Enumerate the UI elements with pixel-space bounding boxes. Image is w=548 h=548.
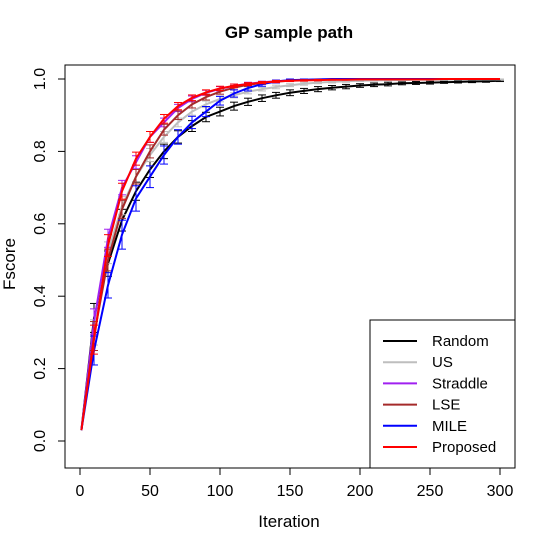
y-tick-label: 0.2: [32, 357, 49, 379]
legend-label-us: US: [432, 354, 453, 371]
legend: Random US Straddle LSE MILE Proposed: [369, 319, 516, 469]
y-tick-label: 0.4: [32, 285, 49, 307]
x-tick-label: 100: [207, 483, 234, 500]
x-tick-label: 150: [277, 483, 304, 500]
legend-label-random: Random: [432, 333, 489, 350]
y-tick-label: 0.6: [32, 213, 49, 235]
y-tick-label: 0.0: [32, 430, 49, 452]
legend-label-straddle: Straddle: [432, 375, 488, 392]
x-tick-label: 0: [76, 483, 85, 500]
legend-label-proposed: Proposed: [432, 439, 496, 456]
y-axis: 0.0 0.2 0.4 0.6 0.8 1.0: [32, 68, 65, 452]
x-axis-label: Iteration: [258, 512, 319, 531]
legend-label-mile: MILE: [432, 418, 467, 435]
series-proposed: [80, 78, 500, 431]
chart-title: GP sample path: [225, 23, 353, 42]
x-tick-label: 250: [417, 483, 444, 500]
x-tick-label: 200: [347, 483, 374, 500]
x-axis: 0 50 100 150 200 250 300: [76, 468, 514, 500]
y-tick-label: 1.0: [32, 68, 49, 90]
y-tick-label: 0.8: [32, 140, 49, 162]
x-tick-label: 50: [141, 483, 159, 500]
y-axis-label: Fscore: [0, 238, 19, 290]
legend-label-lse: LSE: [432, 397, 460, 414]
legend-box: [369, 319, 516, 469]
series-line-proposed: [80, 78, 500, 431]
x-tick-label: 300: [487, 483, 514, 500]
series-layer: [80, 78, 504, 431]
